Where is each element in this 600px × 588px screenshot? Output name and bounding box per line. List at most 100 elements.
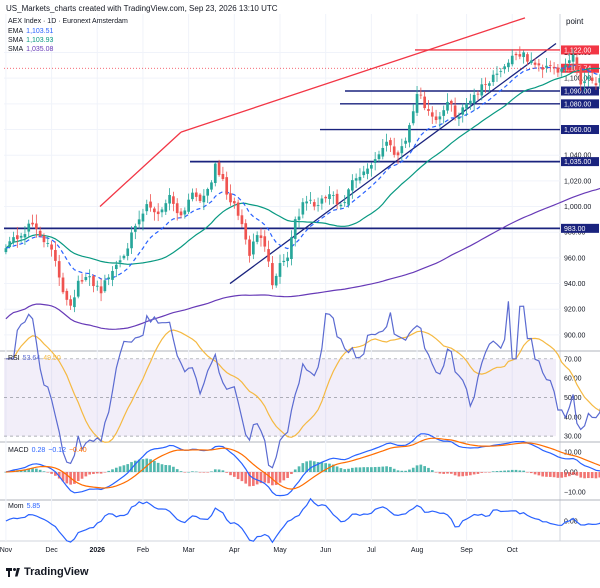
- macd-y-tick-label: 10.00: [564, 450, 582, 457]
- candle-body: [567, 60, 571, 63]
- macd-hist-bar: [65, 472, 69, 484]
- macd-hist-bar: [175, 469, 179, 472]
- candle-body: [472, 94, 476, 104]
- ema-label: EMA: [8, 28, 24, 35]
- price-level-tag-5: [561, 157, 599, 167]
- macd-hist-bar: [172, 466, 175, 472]
- candle-body: [309, 199, 312, 201]
- macd-hist-bar: [191, 471, 194, 472]
- macd-hist-bar: [503, 470, 506, 472]
- ema-line: [5, 64, 600, 280]
- legend-mom: Mom 5.85: [8, 503, 40, 510]
- macd-hist-bar: [42, 471, 46, 472]
- macd-hist-bar: [210, 471, 213, 472]
- rsi-value: 53.64: [22, 355, 41, 362]
- candle-body: [65, 290, 69, 300]
- candle-body: [12, 237, 15, 243]
- candle-body: [187, 199, 190, 212]
- macd-hist-bar: [95, 472, 99, 474]
- candle-body: [8, 241, 12, 248]
- macd-hist-bar: [567, 472, 571, 477]
- x-tick-label: Sep: [460, 547, 473, 554]
- candle-body: [495, 73, 499, 75]
- macd-hist-bar: [400, 470, 404, 472]
- macd-hist-bar: [88, 472, 91, 475]
- macd-hist-bar: [240, 472, 244, 482]
- macd-hist-bar: [453, 472, 457, 476]
- macd-hist-bar: [114, 467, 118, 472]
- macd-hist-bar: [579, 472, 583, 478]
- candle-body: [465, 103, 468, 109]
- macd-signal-value: −0.12: [48, 447, 66, 454]
- macd-hist-bar: [339, 468, 343, 472]
- upper-resistance-line-start: [99, 131, 182, 208]
- candle-body: [46, 243, 50, 244]
- rsi-ma-line: [5, 329, 600, 443]
- macd-hist-bar: [480, 472, 484, 473]
- candle-body: [175, 203, 179, 214]
- macd-hist-bar: [335, 466, 339, 472]
- candle-body: [396, 152, 400, 156]
- symbol-title: AEX Index · 1D · Euronext Amsterdam: [8, 18, 128, 25]
- candle-body: [69, 299, 72, 306]
- candle-body: [423, 96, 426, 109]
- legend-sma-slow: SMA 1,035.08: [8, 46, 53, 53]
- candle-body: [4, 248, 8, 253]
- candle-body: [446, 101, 449, 111]
- macd-hist-bar: [4, 472, 8, 473]
- candle-body: [88, 276, 91, 278]
- macd-hist-bar: [107, 470, 111, 472]
- candle-body: [594, 83, 598, 86]
- macd-hist-bar: [377, 466, 381, 472]
- candle-body: [210, 182, 213, 190]
- macd-hist-bar: [183, 472, 187, 473]
- macd-hist-bar: [221, 470, 225, 472]
- candle-body: [183, 210, 187, 215]
- candle-body: [213, 163, 217, 183]
- candle-body: [118, 260, 122, 263]
- sma-fast-value: 1,103.93: [26, 37, 54, 44]
- candle-body: [430, 112, 434, 117]
- price-level-tag-3: [561, 99, 599, 109]
- macd-hist-bar: [415, 465, 419, 472]
- macd-hist-bar: [46, 472, 50, 473]
- candle-body: [434, 116, 438, 121]
- candle-body: [153, 208, 156, 213]
- macd-hist-bar: [449, 472, 453, 474]
- rsi-ma-value: 49.50: [43, 355, 61, 362]
- candle-body: [449, 100, 453, 105]
- candle-body: [145, 204, 149, 212]
- macd-hist-bar: [472, 472, 476, 475]
- macd-hist-bar: [31, 468, 34, 472]
- tradingview-brand: TradingView: [24, 566, 89, 578]
- macd-hist-bar: [442, 472, 446, 474]
- x-tick-label: Jun: [320, 547, 331, 554]
- macd-hist-bar: [316, 462, 320, 472]
- candle-body: [583, 81, 586, 84]
- candle-body: [15, 235, 19, 240]
- candle-body: [343, 202, 347, 204]
- candle-body: [305, 201, 308, 204]
- macd-hist-bar: [484, 472, 487, 473]
- macd-hist-bar: [293, 469, 297, 472]
- macd-hist-bar: [590, 472, 594, 479]
- candle-body: [522, 52, 525, 58]
- macd-hist-bar: [92, 472, 95, 475]
- candle-body: [545, 65, 548, 68]
- candle-body: [179, 211, 183, 216]
- macd-hist-bar: [370, 467, 373, 472]
- candle-body: [217, 162, 221, 176]
- candle-body: [552, 66, 556, 69]
- candle-body: [229, 193, 232, 203]
- candle-body: [400, 146, 404, 154]
- macd-hist-bar: [373, 467, 377, 472]
- macd-hist-bar: [179, 471, 183, 472]
- rsi-y-tick-label: 60.00: [564, 376, 582, 383]
- macd-hist-bar: [160, 464, 164, 472]
- candle-body: [267, 249, 270, 262]
- macd-hist-bar: [510, 469, 514, 472]
- candle-body: [548, 65, 552, 66]
- mom-y-tick-label: 0.00: [564, 519, 578, 526]
- macd-hist-bar: [347, 468, 350, 472]
- rsi-y-tick-label: 30.00: [564, 434, 582, 441]
